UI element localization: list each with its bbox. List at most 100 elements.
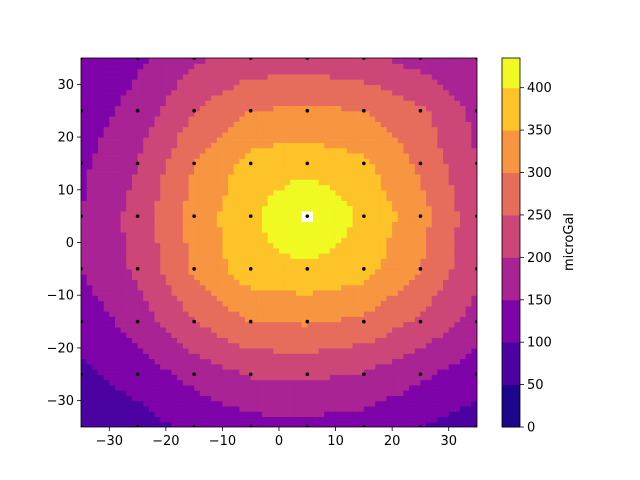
contour-cell: [443, 258, 450, 265]
contour-cell: [182, 395, 190, 402]
contour-cell: [120, 58, 127, 64]
contour-cell: [290, 295, 297, 302]
contour-cell: [103, 379, 110, 386]
contour-cell: [86, 168, 93, 175]
contour-cell: [386, 226, 393, 233]
contour-cell: [92, 263, 99, 270]
contour-cell: [369, 316, 376, 323]
contour-cell: [103, 405, 110, 412]
contour-cell: [369, 326, 376, 333]
contour-cell: [318, 295, 325, 302]
contour-cell: [312, 258, 320, 265]
contour-cell: [239, 295, 246, 302]
contour-cell: [188, 411, 195, 418]
contour-cell: [171, 363, 178, 370]
contour-cell: [160, 342, 167, 349]
contour-cell: [363, 284, 371, 291]
contour-cell: [312, 195, 320, 201]
contour-cell: [301, 384, 308, 391]
contour-cell: [188, 216, 195, 223]
contour-cell: [352, 311, 359, 317]
contour-cell: [380, 231, 388, 238]
contour-cell: [188, 342, 195, 349]
contour-cell: [295, 363, 303, 370]
contour-cell: [109, 226, 116, 233]
contour-cell: [92, 179, 99, 186]
contour-cell: [256, 73, 263, 80]
contour-cell: [329, 179, 337, 186]
contour-cell: [160, 84, 167, 91]
contour-cell: [341, 131, 348, 138]
contour-cell: [318, 89, 325, 96]
contour-cell: [284, 337, 291, 344]
contour-cell: [256, 421, 263, 427]
contour-cell: [312, 279, 320, 286]
contour-cell: [279, 279, 286, 286]
contour-cell: [397, 58, 405, 64]
contour-cell: [86, 390, 93, 396]
contour-cell: [126, 369, 133, 375]
contour-cell: [279, 163, 286, 170]
contour-cell: [211, 268, 218, 275]
contour-cell: [103, 300, 110, 307]
contour-cell: [352, 158, 359, 165]
contour-cell: [239, 326, 246, 333]
contour-cell: [222, 89, 229, 96]
contour-cell: [233, 347, 240, 354]
contour-cell: [211, 253, 218, 259]
contour-cell: [239, 189, 246, 196]
contour-cell: [143, 421, 150, 427]
contour-cell: [341, 231, 348, 238]
contour-cell: [312, 263, 320, 270]
contour-cell: [386, 400, 393, 407]
contour-cell: [358, 137, 365, 143]
contour-cell: [307, 379, 314, 386]
contour-cell: [109, 421, 116, 427]
contour-cell: [397, 374, 405, 381]
contour-cell: [273, 374, 280, 381]
contour-cell: [392, 347, 399, 354]
contour-cell: [177, 247, 184, 254]
contour-cell: [392, 326, 399, 333]
contour-cell: [318, 210, 325, 217]
contour-cell: [375, 79, 382, 85]
contour-cell: [97, 94, 105, 101]
contour-cell: [329, 421, 337, 427]
contour-cell: [86, 79, 93, 85]
contour-cell: [182, 89, 190, 96]
contour-cell: [211, 216, 218, 223]
contour-cell: [131, 384, 139, 391]
contour-cell: [92, 384, 99, 391]
contour-cell: [120, 89, 127, 96]
contour-cell: [120, 115, 127, 122]
contour-cell: [358, 416, 365, 423]
contour-cell: [165, 253, 173, 259]
contour-cell: [375, 247, 382, 254]
contour-cell: [341, 263, 348, 270]
contour-cell: [437, 369, 444, 375]
contour-cell: [414, 152, 422, 159]
contour-cell: [250, 411, 257, 418]
contour-cell: [86, 263, 93, 270]
contour-cell: [131, 247, 139, 254]
contour-cell: [409, 411, 416, 418]
contour-cell: [97, 369, 105, 375]
contour-cell: [295, 305, 303, 312]
contour-cell: [375, 342, 382, 349]
contour-cell: [126, 337, 133, 344]
contour-cell: [233, 268, 240, 275]
contour-cell: [409, 210, 416, 217]
contour-cell: [358, 131, 365, 138]
contour-cell: [335, 126, 342, 133]
contour-cell: [454, 347, 461, 354]
contour-cell: [103, 332, 110, 338]
contour-cell: [386, 231, 393, 238]
contour-cell: [358, 105, 365, 112]
contour-cell: [279, 379, 286, 386]
contour-cell: [165, 89, 173, 96]
contour-cell: [114, 200, 122, 207]
contour-cell: [160, 179, 167, 186]
contour-cell: [465, 305, 472, 312]
contour-cell: [318, 274, 325, 280]
contour-cell: [386, 63, 393, 70]
